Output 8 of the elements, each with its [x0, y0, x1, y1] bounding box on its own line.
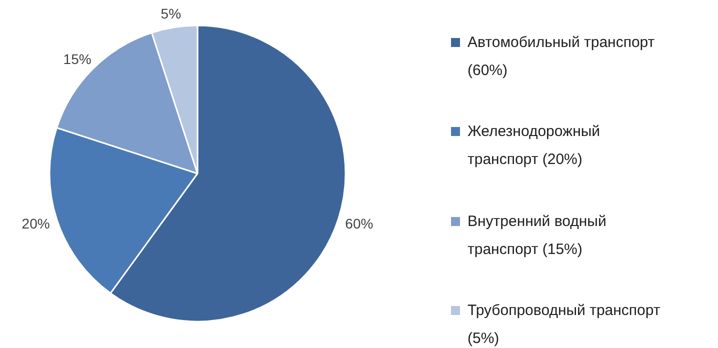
data-label: 5%: [160, 5, 182, 22]
data-label: 60%: [345, 216, 374, 232]
data-label: 15%: [63, 50, 92, 67]
legend-label: Трубопроводный транспорт (5%): [468, 302, 660, 347]
legend-label: Внутренний водный транспорт (15%): [468, 213, 606, 258]
legend-label: Автомобильный транспорт (60%): [468, 34, 655, 79]
legend-label: Железнодорожный транспорт (20%): [468, 123, 600, 168]
data-label: 20%: [22, 216, 50, 232]
